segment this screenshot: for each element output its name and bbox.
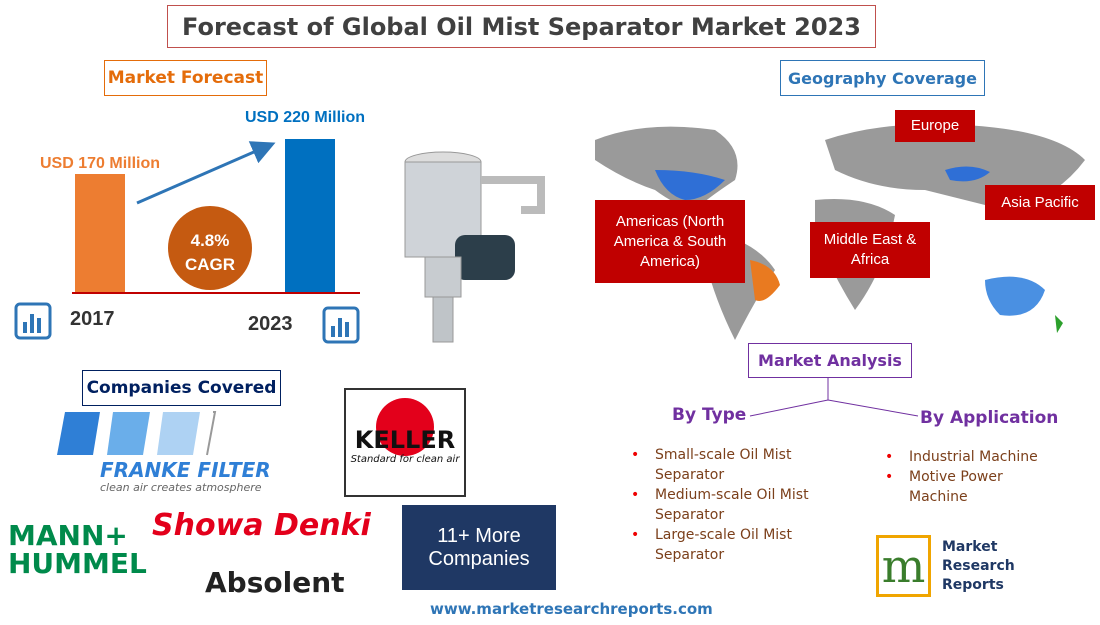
mrr-icon: m: [876, 535, 931, 597]
list-item: Large-scale Oil Mist Separator: [631, 525, 813, 565]
region-label: Americas (North America & South America): [595, 200, 745, 283]
growth-arrow: [136, 141, 276, 205]
keller-logo-frame: KELLER Standard for clean air: [344, 388, 466, 497]
mann-hummel-logo: MANN+ HUMMEL: [8, 522, 147, 578]
absolent-logo: Absolent: [205, 566, 345, 599]
franke-logo: FRANKE FILTER: [100, 458, 271, 482]
keller-tagline: Standard for clean air: [350, 454, 460, 465]
brand: Market: [942, 539, 998, 555]
region-label: Middle East & Africa: [810, 222, 930, 278]
showa-logo: Showa Denki: [152, 508, 371, 543]
forecast-title: Market Forecast: [104, 60, 267, 96]
cagr-value: 4.8%: [191, 231, 230, 250]
forecast-chart: USD 170 Million 2017 USD 220 Million 2023 4.…: [14, 109, 365, 344]
list-item: Industrial Machine: [885, 447, 1057, 467]
separator-image: [404, 151, 545, 343]
region-label: Asia Pacific: [985, 185, 1095, 220]
keller-logo: KELLER: [354, 426, 456, 454]
chart-icon: [322, 306, 360, 344]
title: Forecast of Global Oil Mist Separator Ma…: [167, 5, 876, 48]
url: www.marketresearchreports.com: [430, 600, 713, 618]
franke-tagline: clean air creates atmosphere: [100, 481, 262, 494]
list-item: Motive Power Machine: [885, 467, 1057, 507]
analysis-title: Market Analysis: [748, 343, 912, 378]
type-list: Small-scale Oil Mist SeparatorMedium-sca…: [631, 445, 813, 565]
year-label: 2017: [70, 308, 115, 330]
more-companies: 11+ More Companies: [402, 505, 556, 590]
companies-title: Companies Covered: [82, 370, 281, 406]
brand: Reports: [942, 577, 1004, 593]
franke-graphic: [57, 411, 217, 456]
list-item: Medium-scale Oil Mist Separator: [631, 485, 813, 525]
cagr-circle: [168, 206, 252, 290]
bar-value-label: USD 220 Million: [245, 109, 365, 126]
bar-value-label: USD 170 Million: [40, 155, 160, 172]
region-label: Europe: [895, 110, 975, 142]
mrr-logo: Market Research Reports: [942, 538, 1015, 595]
bar: [285, 139, 335, 293]
year-label: 2023: [248, 313, 293, 335]
bar: [75, 174, 125, 293]
by-type-title: By Type: [672, 405, 747, 425]
list-item: Small-scale Oil Mist Separator: [631, 445, 813, 485]
hummel-text: HUMMEL: [8, 547, 147, 580]
mann-text: MANN+: [8, 519, 128, 552]
chart-icon: [14, 302, 52, 340]
application-list: Industrial MachineMotive Power Machine: [885, 447, 1057, 507]
cagr-label: CAGR: [185, 255, 235, 274]
by-application-title: By Application: [920, 408, 1059, 428]
brand: Research: [942, 558, 1015, 574]
keller-circle: [376, 398, 434, 456]
tree-lines: [749, 378, 919, 417]
geography-title: Geography Coverage: [780, 60, 985, 96]
